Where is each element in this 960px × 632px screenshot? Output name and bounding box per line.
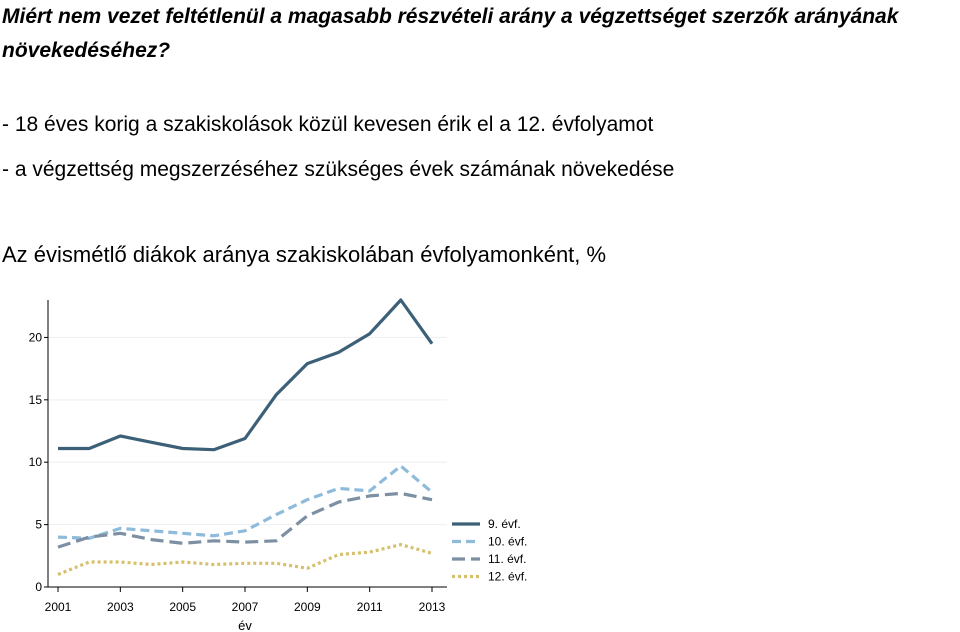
line-chart: 0 5 10 15 20 2001 2003 2005 2007 2009 2011 2013 9. … bbox=[29, 298, 527, 632]
series-line-4 bbox=[57, 543, 433, 576]
x-tick-label: 2001 bbox=[45, 600, 72, 614]
legend-label-2: 10. évf. bbox=[488, 535, 527, 549]
legend-label-1: 9. évf. bbox=[488, 517, 521, 531]
y-tick-label: 0 bbox=[35, 580, 42, 594]
x-tick-label: 2011 bbox=[357, 600, 383, 614]
series-line-3 bbox=[57, 491, 433, 549]
legend-label-3: 11. évf. bbox=[488, 552, 526, 566]
x-axis-label: év bbox=[238, 618, 252, 632]
y-tick-label: 10 bbox=[29, 455, 43, 469]
x-tick-label: 2007 bbox=[232, 600, 259, 614]
legend: 9. évf. 10. évf. 11. évf. 12. évf. bbox=[452, 517, 527, 584]
axes: 0 5 10 15 20 2001 2003 2005 2007 2009 2011 2013 bbox=[29, 300, 447, 614]
x-tick-label: 2013 bbox=[419, 600, 446, 614]
x-tick-label: 2003 bbox=[107, 600, 134, 614]
series-line-2 bbox=[57, 464, 434, 540]
page-title: Miért nem vezet feltétlenül a magasabb r… bbox=[2, 5, 899, 62]
y-tick-label: 15 bbox=[29, 393, 43, 407]
y-tick-label: 20 bbox=[29, 330, 43, 344]
bullet-point-1: - 18 éves korig a szakiskolások közül ke… bbox=[2, 113, 654, 136]
gridlines bbox=[48, 336, 447, 526]
x-tick-label: 2005 bbox=[169, 600, 196, 614]
chart-title: Az évismétlő diákok aránya szakiskolában… bbox=[2, 242, 607, 267]
y-tick-label: 5 bbox=[35, 518, 42, 532]
series-lines bbox=[57, 298, 434, 576]
legend-label-4: 12. évf. bbox=[488, 570, 527, 584]
x-tick-label: 2009 bbox=[294, 600, 321, 614]
bullet-point-2: - a végzettség megszerzéséhez szükséges … bbox=[2, 158, 675, 181]
series-line-1 bbox=[58, 298, 434, 452]
